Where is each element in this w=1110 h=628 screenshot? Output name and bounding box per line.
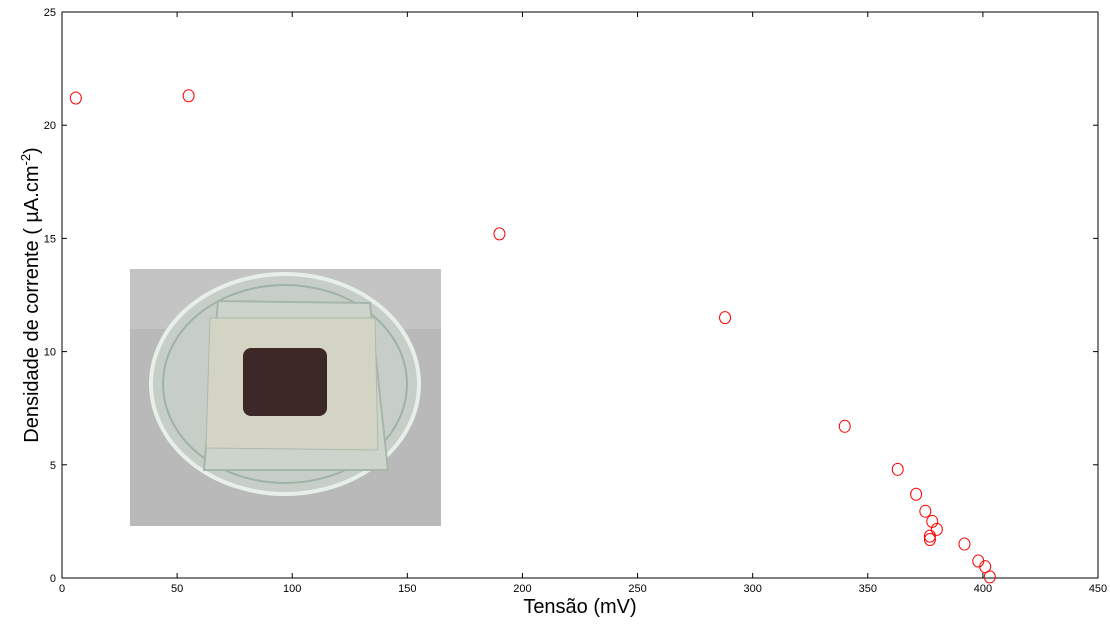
y-tick-label: 20 bbox=[44, 120, 56, 132]
point bbox=[930, 522, 943, 536]
point bbox=[919, 504, 932, 518]
point bbox=[493, 227, 506, 241]
point bbox=[923, 533, 936, 547]
x-tick-label: 300 bbox=[743, 583, 761, 595]
inset-photo bbox=[130, 269, 441, 526]
y-axis-label: Densidade de corrente ( µA.cm-2) bbox=[18, 147, 43, 442]
x-tick-label: 200 bbox=[513, 583, 531, 595]
y-axis-label-sup: -2 bbox=[18, 154, 33, 166]
y-tick-label: 5 bbox=[50, 460, 56, 472]
x-tick-label: 50 bbox=[171, 583, 183, 595]
y-axis-label-end: ) bbox=[21, 147, 43, 154]
x-tick-label: 400 bbox=[974, 583, 992, 595]
point bbox=[69, 91, 82, 105]
x-tick-label: 100 bbox=[283, 583, 301, 595]
x-axis-label: Tensão (mV) bbox=[523, 596, 636, 618]
x-tick-label: 350 bbox=[859, 583, 877, 595]
y-tick-label: 25 bbox=[44, 7, 56, 19]
point bbox=[182, 89, 195, 103]
point bbox=[979, 560, 992, 574]
point bbox=[719, 311, 732, 325]
y-tick-label: 15 bbox=[44, 233, 56, 245]
point bbox=[891, 462, 904, 476]
point bbox=[926, 514, 939, 528]
plot-frame bbox=[61, 11, 1099, 579]
x-tick-label: 150 bbox=[398, 583, 416, 595]
point bbox=[972, 554, 985, 568]
point bbox=[923, 529, 936, 543]
y-tick-label: 10 bbox=[44, 347, 56, 359]
point bbox=[838, 419, 851, 433]
y-tick-label: 0 bbox=[50, 573, 56, 585]
x-tick-label: 0 bbox=[59, 583, 65, 595]
x-tick-label: 450 bbox=[1089, 583, 1107, 595]
point bbox=[910, 487, 923, 501]
point bbox=[958, 537, 971, 551]
y-axis-label-text: Densidade de corrente ( µA.cm bbox=[21, 166, 43, 443]
point bbox=[983, 570, 996, 584]
x-tick-label: 250 bbox=[628, 583, 646, 595]
